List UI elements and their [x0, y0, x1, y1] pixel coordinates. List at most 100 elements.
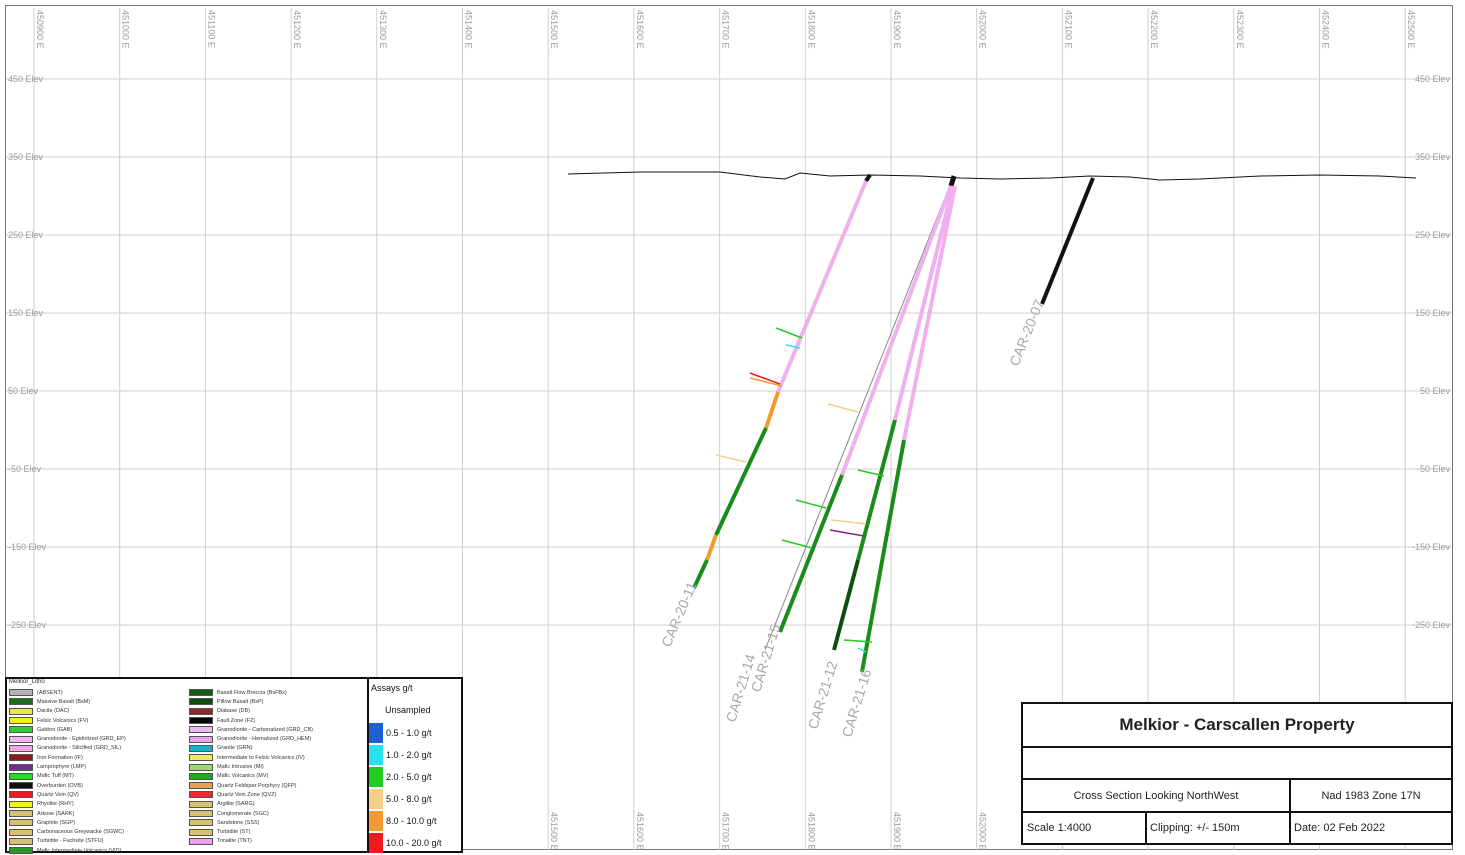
lithology-label: Granodiorite - Silicified (GRD_SIL) [37, 745, 122, 752]
lithology-legend-item: Granodiorite - Silicified (GRD_SIL) [9, 744, 126, 753]
lithology-swatch [189, 772, 213, 780]
elevation-label-right: 250 Elev [1415, 230, 1451, 240]
lithology-label: Quartz Vein (QV) [37, 791, 79, 798]
hole-car-20-11-granodiorite [776, 180, 868, 393]
title-block-blank-row [1023, 748, 1451, 780]
property-title: Melkior - Carscallen Property [1023, 704, 1451, 748]
assay-interval-tick [857, 647, 867, 653]
lithology-legend-item: Conglomerate (SGC) [189, 809, 313, 818]
easting-label-bottom: 451700 E [721, 812, 731, 851]
lithology-swatch [9, 782, 33, 790]
easting-label-top: 452300 E [1235, 10, 1245, 49]
topography-line [567, 171, 1417, 181]
elevation-label-left: 450 Elev [8, 74, 44, 84]
assay-swatch [369, 833, 383, 853]
lithology-swatch [189, 698, 213, 706]
hole-car-21-14-trace [764, 179, 953, 651]
hole-car-21-12-granodiorite [893, 185, 955, 421]
assay-interval-tick [715, 454, 747, 463]
lithology-swatch [189, 800, 213, 808]
lithology-column-2: Basalt Flow Breccia (BsFBx) Pillow Basalt… [189, 688, 313, 846]
assay-interval-tick [785, 344, 801, 349]
lithology-label: Mafic Tuff (MT) [37, 773, 74, 780]
assay-legend-item: 10.0 - 20.0 g/t [369, 833, 442, 853]
easting-label-top: 451700 E [721, 10, 731, 49]
assay-legend-title: Assays g/t [371, 683, 413, 693]
lithology-legend-item: Turbidite (ST) [189, 827, 313, 836]
lithology-legend-item: Felsic Volcanics (FV) [9, 716, 126, 725]
lithology-swatch [9, 828, 33, 836]
lithology-label: Pillow Basalt (BsP) [217, 698, 264, 705]
lithology-legend-item: (ABSENT) [9, 688, 126, 697]
assay-interval-tick [843, 639, 873, 643]
lithology-swatch [189, 791, 213, 799]
elevation-label-right: -250 Elev [1412, 620, 1451, 630]
assay-interval-tick [749, 377, 783, 387]
lithology-legend-title: Melkior_Litho [9, 679, 45, 685]
hole-car-21-15-granodiorite [840, 185, 953, 476]
lithology-swatch [9, 754, 33, 762]
hole-car-20-11-volcanics-lower [692, 559, 709, 589]
lithology-legend-item: Basalt Flow Breccia (BsFBx) [189, 688, 313, 697]
elevation-label-left: -50 Elev [8, 464, 42, 474]
lithology-label: Overburden (OVB) [37, 782, 83, 789]
lithology-label: Conglomerate (SGC) [217, 810, 269, 817]
assay-interval-tick [831, 519, 867, 525]
hole-car-20-11-porphyry [764, 391, 780, 429]
easting-label-top: 451500 E [549, 10, 559, 49]
elevation-label-left: 50 Elev [8, 386, 39, 396]
lithology-label: Mafic Intrusive (MI) [217, 764, 264, 771]
lithology-swatch [9, 744, 33, 752]
assay-interval-tick [829, 529, 865, 537]
lithology-swatch [9, 800, 33, 808]
hole-car-20-11-porphyry-lower [705, 534, 718, 561]
lithology-legend-item: Mafic Intrusive (MI) [189, 762, 313, 771]
drill-hole-label: CAR-21-16 [839, 667, 875, 739]
assay-interval-tick [781, 539, 813, 549]
title-block: Melkior - Carscallen Property Cross Sect… [1021, 702, 1453, 845]
elevation-label-right: 150 Elev [1415, 308, 1451, 318]
lithology-legend-item: Graphite (SGP) [9, 818, 126, 827]
lithology-label: Quartz Feldspar Porphyry (QFP) [217, 782, 297, 789]
drill-hole-label: CAR-20-11 [658, 579, 700, 649]
lithology-label: Diabase (DB) [217, 708, 251, 715]
assay-label: 1.0 - 2.0 g/t [386, 750, 432, 760]
lithology-swatch [9, 810, 33, 817]
assay-unsampled-label: Unsampled [385, 705, 431, 715]
assay-legend-item: 1.0 - 2.0 g/t [369, 745, 432, 765]
lithology-column-1: (ABSENT) Massive Basalt (BsM) Dacite (DAC)… [9, 688, 126, 855]
lithology-label: Rhyolite (RHY) [37, 801, 74, 808]
lithology-legend-item: Gabbro (GAB) [9, 725, 126, 734]
lithology-legend-item: Granodiorite - Epidotized (GRD_EP) [9, 734, 126, 743]
lithology-legend-item: Granodiorite - Carbonatized (GRD_CB) [189, 725, 313, 734]
assay-swatch [369, 723, 383, 743]
lithology-swatch [9, 689, 33, 697]
easting-label-top: 452000 E [978, 10, 988, 49]
assay-interval-tick [857, 469, 885, 477]
lithology-label: Dacite (DAC) [37, 708, 70, 715]
lithology-swatch [9, 763, 33, 771]
lithology-legend-item: Tonalite (TNT) [189, 837, 313, 846]
drill-hole-label: CAR-21-12 [805, 659, 841, 731]
hole-car-21-12-volcanics [856, 419, 897, 561]
easting-label-top: 451300 E [378, 10, 388, 49]
lithology-legend: Melkior_Litho (ABSENT) Massive Basalt (Bs… [7, 679, 369, 855]
lithology-swatch [9, 735, 33, 743]
clipping-label: Clipping: +/- 150m [1147, 813, 1291, 843]
hole-car-20-11-volcanics [714, 427, 768, 536]
lithology-label: Fault Zone (FZ) [217, 717, 256, 724]
legend: Melkior_Litho (ABSENT) Massive Basalt (Bs… [5, 677, 463, 855]
lithology-label: Mafic Volcanics (MV) [217, 773, 269, 780]
lithology-swatch [189, 726, 213, 734]
elevation-label-left: 150 Elev [8, 308, 44, 318]
lithology-label: Mafic Intermediate Volcanics (VID) [37, 847, 122, 854]
lithology-label: Turbidite - Fuchsite (STFU) [37, 838, 104, 845]
hole-car-20-11-overburden [864, 173, 872, 183]
lithology-legend-item: Diabase (DB) [189, 707, 313, 716]
assay-legend: Assays g/t Unsampled 0.5 - 1.0 g/t 1.0 - … [369, 679, 461, 853]
elevation-label-right: 50 Elev [1420, 386, 1451, 396]
lithology-swatch [9, 772, 33, 780]
lithology-label: Granodiorite - Hematized (GRD_HEM) [217, 736, 312, 743]
lithology-legend-item: Quartz Vein (QV) [9, 790, 126, 799]
hole-car-21-12-pillow-basalt [832, 559, 860, 651]
